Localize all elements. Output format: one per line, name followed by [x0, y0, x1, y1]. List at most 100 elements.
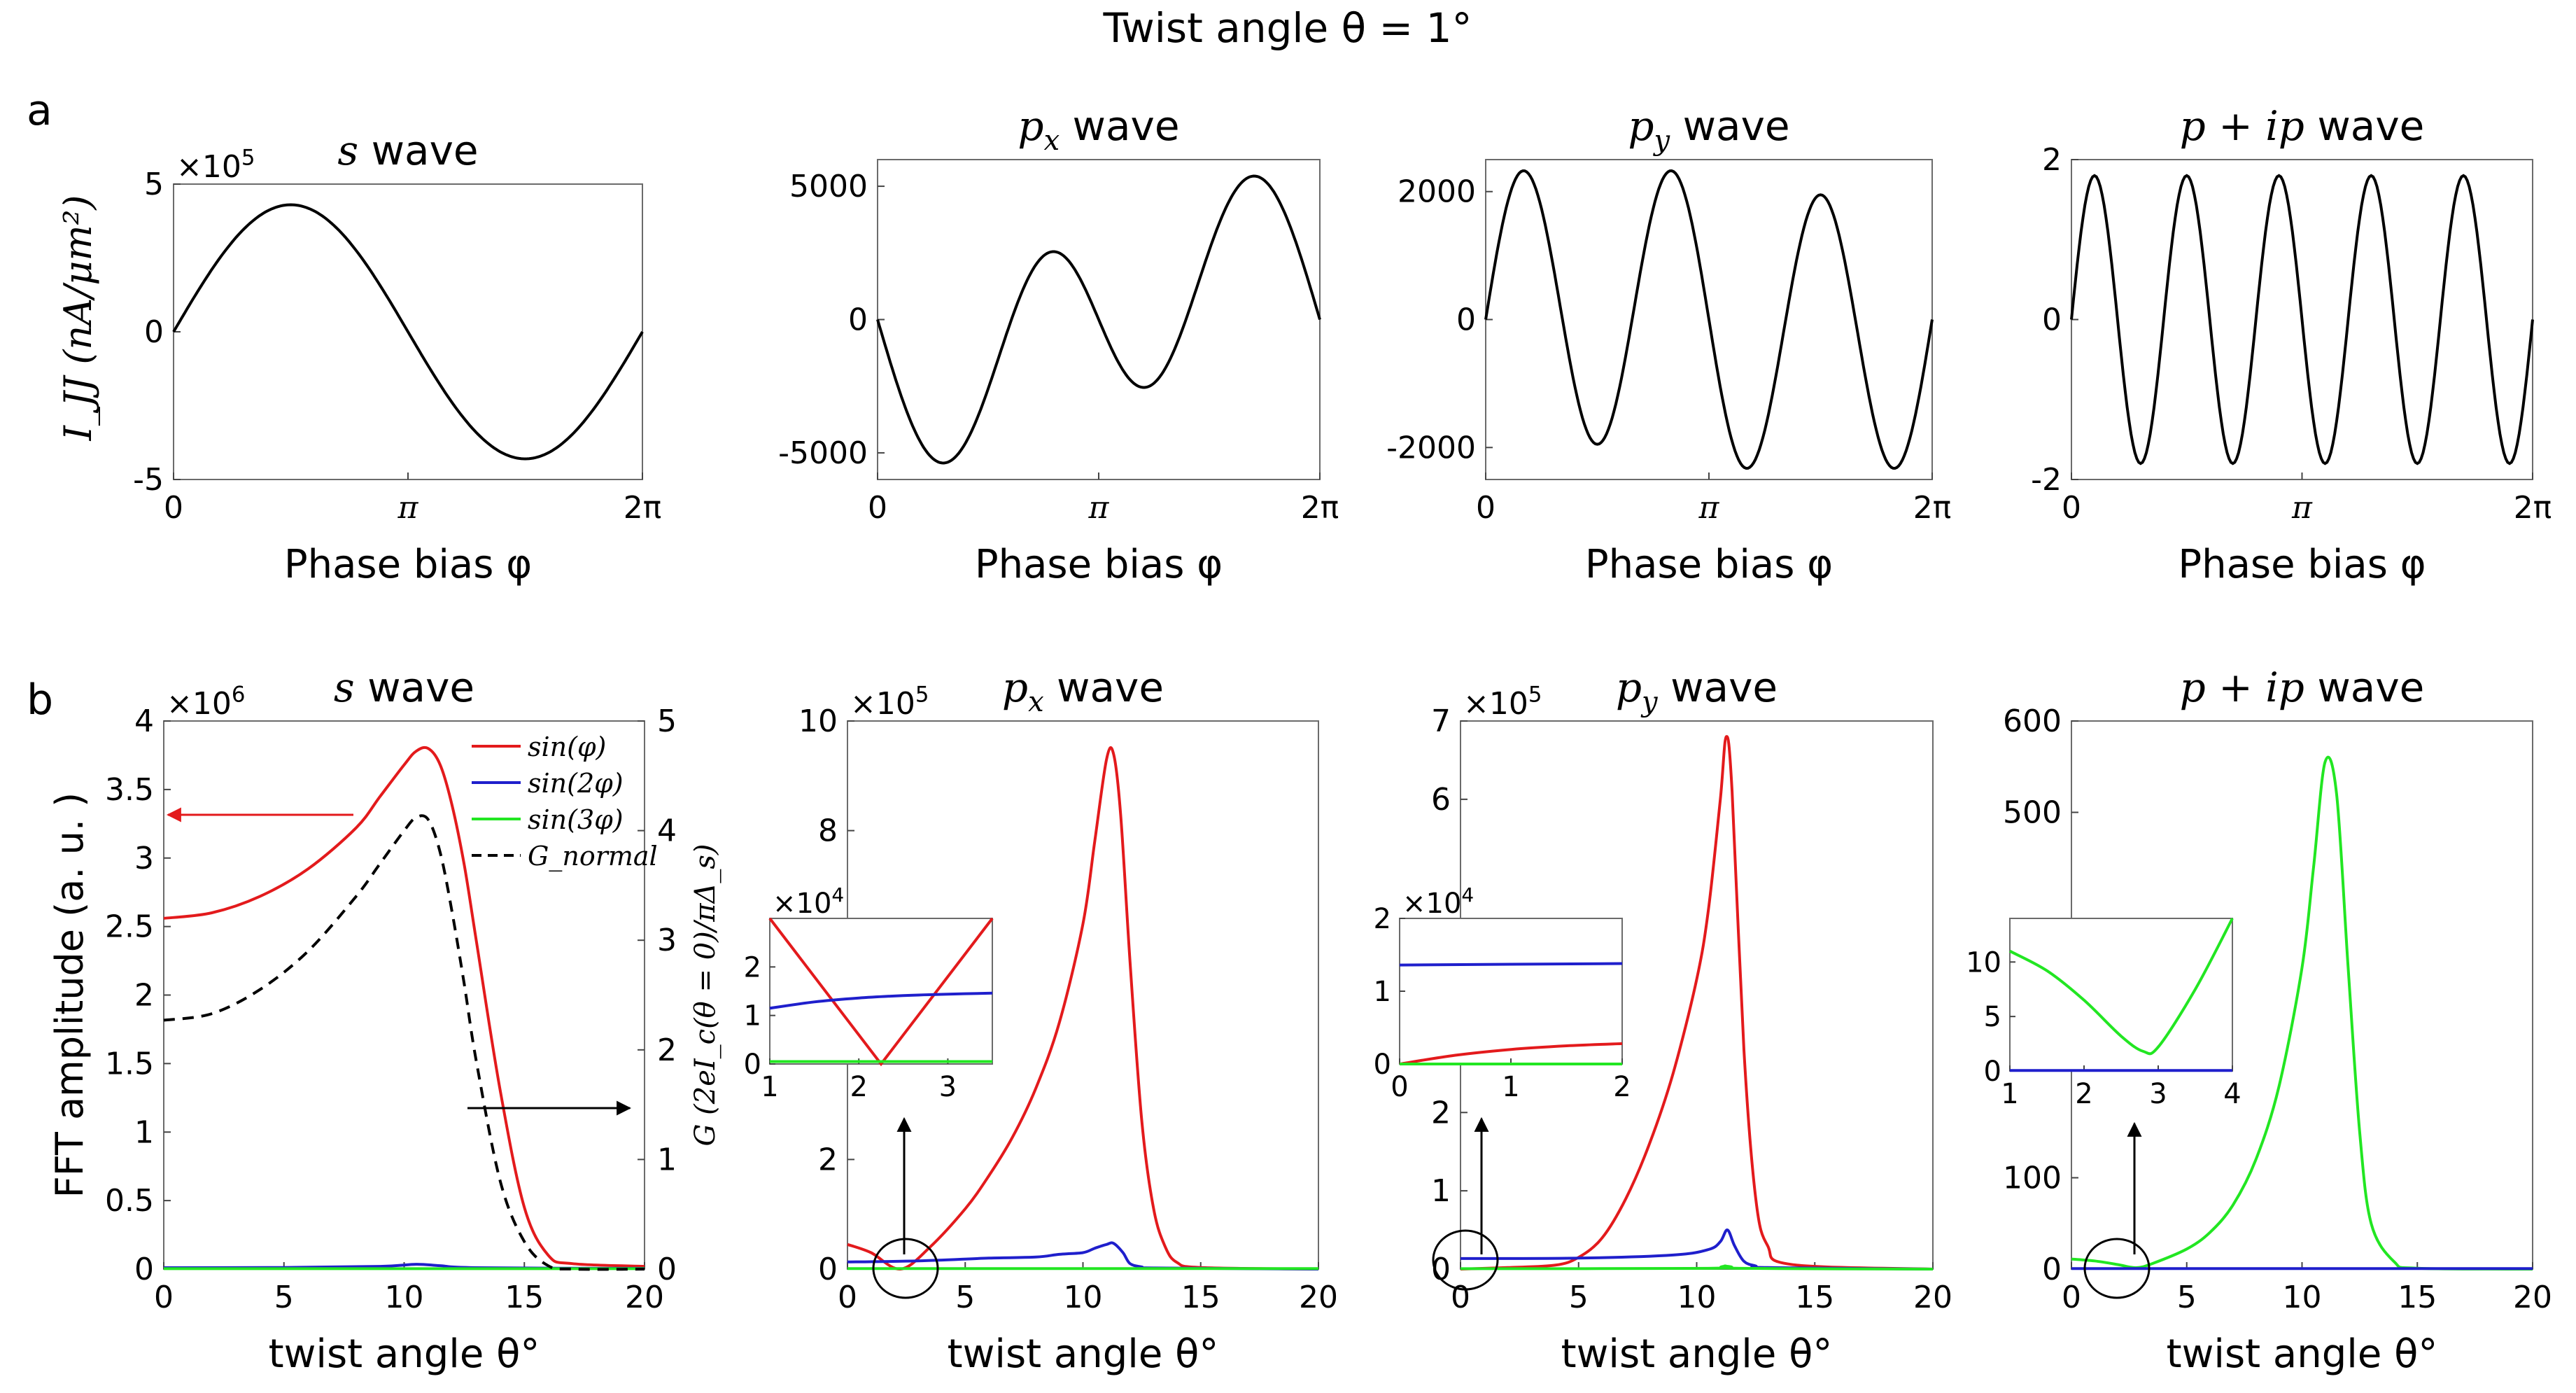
x-tick-label: 0 — [1451, 1280, 1470, 1315]
x-tick-label: 15 — [2398, 1280, 2437, 1315]
y-tick-label: 1 — [134, 1114, 154, 1150]
y-tick-label: 7 — [1431, 704, 1451, 739]
x-tick-label: π — [2291, 490, 2313, 526]
inset-b-pip: 1 2 3 4 0 5 10 — [1966, 918, 2241, 1110]
x-tick-label: π — [1088, 490, 1110, 526]
x-tick-label: 2π — [2514, 490, 2552, 526]
y-tick-label: 0 — [134, 1252, 154, 1287]
inset-series-sin(2φ) — [769, 991, 993, 1010]
series-G_normal — [163, 814, 645, 1271]
series-I_JJ — [172, 203, 644, 461]
inset-frame — [2009, 918, 2233, 1072]
zoom-region-circle — [2083, 1238, 2151, 1299]
x-tick-label: 10 — [1064, 1280, 1103, 1315]
y-tick-label: 500 — [2003, 795, 2062, 831]
x-tick-label: 5 — [274, 1280, 294, 1315]
y-tick-label: 4 — [134, 704, 154, 739]
y-tick-label: 6 — [1431, 782, 1451, 818]
axis-exponent: ×106 — [167, 682, 245, 722]
x-axis-label: Phase bias φ — [284, 542, 532, 587]
y-tick-label: 5000 — [789, 169, 868, 204]
panel-label-a: a — [27, 86, 52, 135]
inset-series-sin(2φ) — [1399, 962, 1623, 967]
x-axis-label: twist angle θ° — [1561, 1331, 1833, 1377]
legend: sin(φ) sin(2φ) sin(3φ) G_normal — [472, 732, 658, 872]
y-axis-label: FFT amplitude (a. u. ) — [48, 792, 92, 1198]
inset-y-tick-label: 1 — [744, 1000, 761, 1032]
inset-b-py: 0 1 2 0 1 2 ×104 — [1374, 883, 1631, 1103]
inset-exponent: ×104 — [1402, 883, 1474, 920]
inset-x-tick-label: 2 — [1613, 1071, 1631, 1103]
x-tick-label: 15 — [505, 1280, 544, 1315]
x-tick-label: 2π — [1913, 490, 1951, 526]
inset-x-tick-label: 3 — [2149, 1078, 2167, 1110]
x-tick-label: 0 — [1476, 490, 1495, 526]
y-tick-label: 3 — [134, 841, 154, 876]
x-tick-label: 0 — [868, 490, 887, 526]
x-tick-label: 10 — [385, 1280, 424, 1315]
chart-title: px wave — [1002, 664, 1164, 718]
x-tick-label: 2π — [624, 490, 661, 526]
y-tick-label: 600 — [2003, 704, 2062, 739]
panel-label-b: b — [27, 676, 53, 724]
series-sin(φ) — [1460, 735, 1934, 1270]
series-I_JJ — [1484, 169, 1934, 470]
inset-y-tick-label: 0 — [744, 1049, 761, 1081]
y-tick-label: 0 — [2042, 302, 2062, 338]
series-sin(φ) — [847, 746, 1319, 1270]
figure-title: Twist angle θ = 1° — [1103, 4, 1472, 52]
y-tick-label: 10 — [798, 704, 838, 739]
x-tick-label: π — [1698, 490, 1720, 526]
y-tick-label: 8 — [818, 813, 838, 849]
x-axis-label: twist angle θ° — [948, 1331, 1219, 1377]
chart-title: s wave — [334, 664, 474, 711]
y-right-tick-label: 5 — [657, 704, 677, 739]
x-tick-label: 10 — [1677, 1280, 1717, 1315]
y-tick-label: 1 — [1431, 1173, 1451, 1209]
chart-title: py wave — [1628, 102, 1789, 157]
y-right-axis-label: G (2eI_c(θ = 0)/πΔ_s) — [689, 844, 722, 1146]
y-tick-label: 0 — [1456, 302, 1476, 338]
x-tick-label: π — [397, 490, 419, 526]
series-sin(φ) — [163, 746, 645, 1268]
x-tick-label: 0 — [838, 1280, 857, 1315]
plot-frame — [163, 720, 645, 1270]
legend-entry: sin(2φ) — [528, 768, 624, 799]
series-sin(3φ) — [1460, 1264, 1934, 1270]
x-axis-label: twist angle θ° — [2167, 1331, 2438, 1377]
inset-series-sin(φ) — [1399, 1042, 1623, 1065]
y-right-tick-label: 4 — [657, 813, 677, 849]
y-tick-label: 2000 — [1398, 174, 1476, 210]
inset-x-tick-label: 1 — [761, 1071, 778, 1103]
x-tick-label: 20 — [1299, 1280, 1338, 1315]
inset-y-tick-label: 1 — [1374, 976, 1391, 1008]
zoom-region-circle — [872, 1238, 939, 1299]
chart-title: s wave — [337, 127, 478, 174]
series-I_JJ — [2070, 174, 2534, 465]
y-tick-label: 1.5 — [105, 1046, 154, 1082]
annotations-layer — [166, 807, 2151, 1299]
y-axis-label: I_JJ (nA/μm²) — [56, 195, 100, 442]
x-tick-label: 0 — [164, 490, 183, 526]
legend-entry: G_normal — [528, 841, 658, 872]
x-tick-label: 0 — [154, 1280, 174, 1315]
axis-exponent: ×105 — [176, 145, 255, 185]
y-tick-label: -2000 — [1386, 430, 1476, 465]
y-tick-label: 2.5 — [105, 909, 154, 945]
x-tick-label: 5 — [955, 1280, 975, 1315]
y-right-tick-label: 0 — [657, 1252, 677, 1287]
axis-exponent: ×105 — [850, 682, 929, 722]
x-tick-label: 0 — [2062, 490, 2081, 526]
x-axis-label: twist angle θ° — [269, 1331, 540, 1377]
y-right-tick-label: 3 — [657, 923, 677, 958]
inset-x-tick-label: 2 — [2075, 1078, 2092, 1110]
